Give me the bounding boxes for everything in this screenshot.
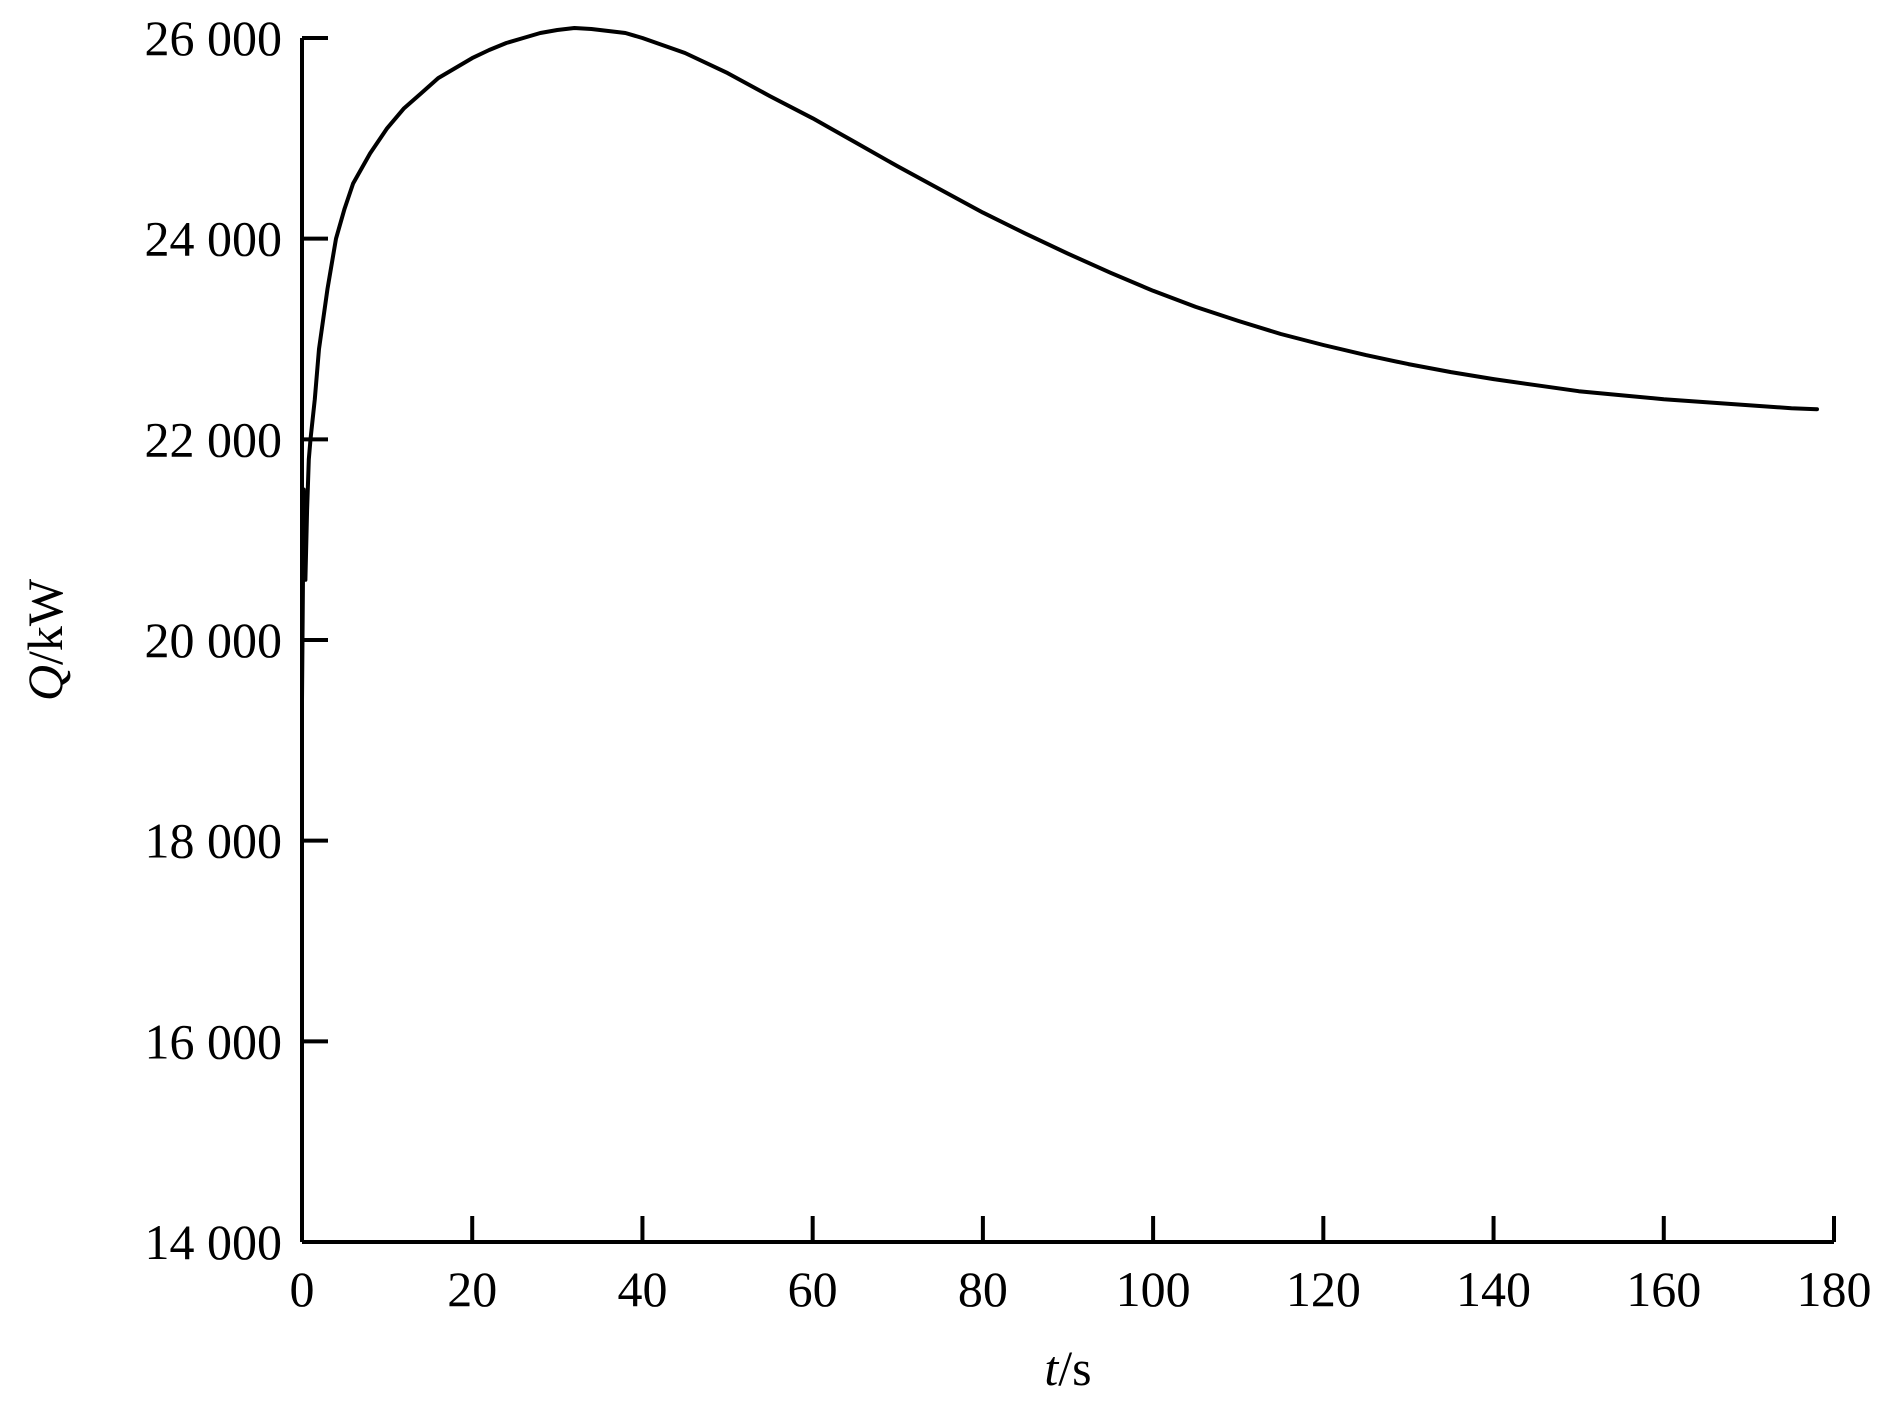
- x-tick-label: 140: [1456, 1261, 1531, 1317]
- axes: [300, 38, 1834, 1244]
- x-axis-label: t/s: [1044, 1340, 1091, 1396]
- x-tick-label: 80: [958, 1261, 1008, 1317]
- y-axis-label: Q/kW: [17, 578, 73, 701]
- x-tick-label: 160: [1626, 1261, 1701, 1317]
- x-tick-label: 100: [1116, 1261, 1191, 1317]
- series-line: [300, 26, 1819, 703]
- x-tick-label: 60: [788, 1261, 838, 1317]
- x-axis-ticks: 0 20 40 60 80 100 120 140 160 180: [290, 1216, 1872, 1317]
- x-tick-label: 180: [1797, 1261, 1872, 1317]
- y-tick-label: 26 000: [145, 10, 283, 66]
- x-axis-unit: /s: [1058, 1340, 1091, 1396]
- y-axis-var: Q: [17, 665, 73, 701]
- y-tick-label: 22 000: [145, 411, 283, 467]
- y-tick-label: 18 000: [145, 813, 283, 869]
- x-tick-label: 40: [617, 1261, 667, 1317]
- y-tick-label: 24 000: [145, 211, 283, 267]
- y-tick-label: 20 000: [145, 612, 283, 668]
- x-axis-var: t: [1044, 1340, 1059, 1396]
- y-axis-ticks: 14 000 16 000 18 000 20 000 22 000 24 000 26 0…: [145, 10, 328, 1270]
- y-tick-label: 16 000: [145, 1013, 283, 1069]
- y-tick-label: 14 000: [145, 1214, 283, 1270]
- x-tick-label: 120: [1286, 1261, 1361, 1317]
- x-tick-label: 0: [290, 1261, 315, 1317]
- y-axis-unit: /kW: [17, 578, 73, 665]
- x-tick-label: 20: [447, 1261, 497, 1317]
